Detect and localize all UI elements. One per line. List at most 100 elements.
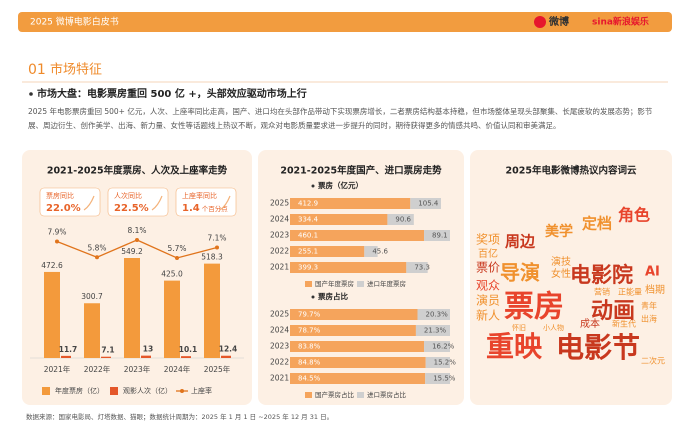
section-title: 市场特征 xyxy=(50,62,102,78)
point xyxy=(175,256,179,260)
legend-swatch xyxy=(305,392,312,398)
word: AI xyxy=(645,265,660,280)
value-label: 549.2 xyxy=(121,247,143,256)
y-tick-label: 2023 xyxy=(270,342,289,351)
chart-title: 2021-2025年度票房、人次及上座率走势 xyxy=(47,165,228,177)
bar xyxy=(410,198,441,209)
word: 档期 xyxy=(645,283,665,296)
panel xyxy=(470,150,672,405)
bar xyxy=(204,263,220,358)
chart-title: 2021-2025年度国产、进口票房走势 xyxy=(280,165,442,177)
word: 女性 xyxy=(551,267,571,280)
value-label: 7.1% xyxy=(207,234,226,243)
deco-arrow xyxy=(83,195,95,211)
bar xyxy=(387,214,414,225)
x-tick-label: 2024年 xyxy=(164,364,191,374)
bar xyxy=(44,271,60,358)
value-label: 10.1 xyxy=(179,345,198,354)
bar xyxy=(141,355,151,358)
word: 票房 xyxy=(504,290,564,325)
highlight-value: 22.0% xyxy=(46,203,81,214)
value-label: 73.3 xyxy=(414,264,430,272)
y-tick-label: 2021 xyxy=(270,263,289,272)
word: 百亿 xyxy=(478,247,498,260)
bar xyxy=(164,280,180,358)
subtitle-dot xyxy=(311,295,315,299)
y-tick-label: 2024 xyxy=(270,326,289,335)
bar xyxy=(290,325,416,336)
y-tick-label: 2021 xyxy=(270,374,289,383)
value-label: 15.2% xyxy=(434,359,457,367)
value-label: 84.8% xyxy=(298,359,321,367)
footer: 数据来源：国家电影局、灯塔数据、猫眼；数据统计周期为：2025 年 1 月 1 … xyxy=(26,412,333,421)
word: 正能量 xyxy=(618,287,642,297)
x-tick-label: 2021年 xyxy=(44,364,71,374)
value-label: 11.7 xyxy=(59,345,78,354)
header-title: 2025 微博电影白皮书 xyxy=(30,16,119,28)
legend-dot xyxy=(180,389,184,393)
legend-label: 年度票房（亿） xyxy=(55,386,104,395)
y-tick-label: 2023 xyxy=(270,231,289,240)
bar xyxy=(425,357,450,368)
value-label: 84.5% xyxy=(298,375,321,383)
value-label: 12.4 xyxy=(219,345,238,354)
value-label: 425.0 xyxy=(161,270,183,279)
logo: sina新浪娱乐 xyxy=(592,16,649,28)
chart-title: 2025年电影微博热议内容词云 xyxy=(506,165,637,177)
word: 电影节 xyxy=(556,331,640,364)
value-label: 5.7% xyxy=(167,244,186,253)
point xyxy=(55,239,59,244)
highlight-label: 票房同比 xyxy=(46,191,74,200)
value-label: 21.3% xyxy=(424,327,447,335)
word: 角色 xyxy=(618,206,650,225)
y-tick-label: 2024 xyxy=(270,215,289,224)
bar xyxy=(221,355,231,358)
legend-swatch xyxy=(305,281,312,287)
logo: 微博 xyxy=(548,15,569,28)
deco-arrow xyxy=(151,195,163,211)
y-tick-label: 2022 xyxy=(270,247,289,256)
value-label: 15.5% xyxy=(433,375,456,383)
word: 电影院 xyxy=(570,263,633,287)
value-label: 412.9 xyxy=(298,200,318,208)
x-tick-label: 2025年 xyxy=(204,364,231,374)
word: 动画 xyxy=(591,299,635,324)
word: 怀旧 xyxy=(512,323,526,332)
bar xyxy=(84,303,100,358)
y-tick-label: 2022 xyxy=(270,358,289,367)
bar xyxy=(290,246,365,257)
word: 营销 xyxy=(594,287,610,297)
bar xyxy=(290,214,388,225)
x-tick-label: 2022年 xyxy=(84,364,111,374)
word: 小人物 xyxy=(543,323,564,332)
word: 二次元 xyxy=(641,356,665,366)
word: 新生代 xyxy=(612,319,636,329)
bar xyxy=(290,341,425,352)
chart-subtitle: 票房占比 xyxy=(318,291,348,301)
value-label: 7.1 xyxy=(101,346,114,355)
value-label: 13 xyxy=(143,345,153,354)
highlight-value: 1.4 xyxy=(182,203,200,214)
paragraph: 2025 年电影票房重回 500+ 亿元，人次、上座率同比走高，国产、进口均在头… xyxy=(28,107,653,130)
top-bar xyxy=(18,12,672,32)
legend-swatch xyxy=(357,392,364,398)
bar xyxy=(425,373,450,384)
legend-swatch xyxy=(110,387,118,395)
bar xyxy=(424,341,450,352)
bar xyxy=(290,373,426,384)
x-tick-label: 2023年 xyxy=(124,364,151,374)
word: 票价 xyxy=(476,261,500,275)
value-label: 472.6 xyxy=(41,261,63,270)
legend-label: 国产年度票房 xyxy=(315,279,354,288)
legend-label: 进口票房占比 xyxy=(367,390,407,399)
word: 定档 xyxy=(582,215,612,233)
value-label: 20.3% xyxy=(426,311,449,319)
word: 重映 xyxy=(486,330,543,363)
highlight-unit: 个百分点 xyxy=(202,204,229,213)
value-label: 334.4 xyxy=(298,216,319,224)
value-label: 78.7% xyxy=(298,327,321,335)
bar xyxy=(415,325,450,336)
bar xyxy=(101,356,111,358)
